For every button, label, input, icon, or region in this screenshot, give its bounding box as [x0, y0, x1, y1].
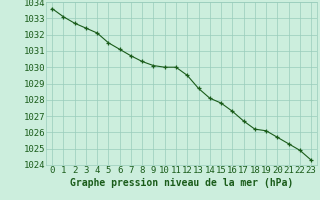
X-axis label: Graphe pression niveau de la mer (hPa): Graphe pression niveau de la mer (hPa) — [70, 178, 293, 188]
